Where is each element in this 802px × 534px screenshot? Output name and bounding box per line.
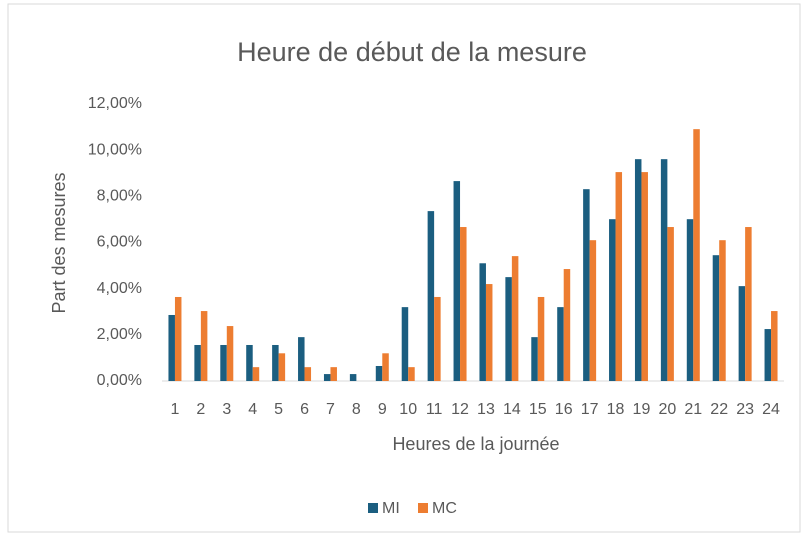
x-tick-label: 4 — [248, 401, 257, 418]
bar — [667, 227, 674, 381]
bar — [375, 365, 383, 381]
bar — [453, 181, 461, 381]
bar — [304, 367, 312, 381]
x-tick-label: 7 — [326, 401, 335, 418]
bar — [330, 367, 337, 381]
x-tick-label: 20 — [658, 401, 676, 418]
x-tick-label: 15 — [529, 401, 547, 418]
x-tick-label: 23 — [736, 401, 754, 418]
bar — [764, 329, 772, 381]
bar — [641, 172, 648, 381]
bar — [609, 219, 616, 381]
x-tick-label: 2 — [196, 401, 205, 418]
bar — [712, 255, 720, 381]
x-tick-label: 8 — [352, 401, 361, 418]
chart-title: Heure de début de la mesure — [237, 37, 587, 67]
legend-label: MC — [432, 500, 457, 517]
x-axis-title: Heures de la journée — [392, 434, 559, 454]
x-tick-label: 22 — [710, 401, 728, 418]
x-tick-label: 21 — [684, 401, 702, 418]
bar — [427, 211, 435, 381]
legend-swatch — [418, 503, 428, 513]
bar — [278, 353, 286, 381]
bar — [719, 240, 726, 381]
y-axis-title: Part des mesures — [49, 172, 69, 313]
bar — [589, 240, 597, 381]
bar — [168, 314, 175, 381]
bar — [298, 337, 305, 381]
bar — [583, 189, 590, 381]
bar — [479, 263, 486, 381]
bar — [537, 296, 545, 381]
bar — [511, 256, 519, 381]
y-tick-label: 8,00% — [97, 188, 142, 205]
bar — [485, 284, 493, 381]
bar — [194, 344, 201, 381]
bar — [686, 219, 694, 381]
y-tick-label: 12,00% — [88, 95, 142, 112]
x-tick-label: 24 — [762, 401, 780, 418]
x-tick-label: 10 — [399, 401, 417, 418]
y-tick-label: 0,00% — [97, 372, 142, 389]
bar — [200, 311, 208, 381]
bar — [738, 286, 746, 381]
bar — [615, 172, 623, 381]
bar — [634, 159, 642, 381]
x-tick-label: 18 — [607, 401, 625, 418]
bar — [408, 367, 415, 381]
x-tick-label: 1 — [171, 401, 180, 418]
bar — [401, 307, 409, 381]
x-tick-label: 11 — [426, 401, 443, 418]
bar — [323, 374, 331, 381]
bar — [174, 296, 182, 381]
bar — [226, 326, 234, 381]
bar — [505, 277, 512, 381]
y-tick-label: 10,00% — [88, 141, 142, 158]
x-tick-label: 19 — [633, 401, 651, 418]
x-tick-label: 17 — [581, 401, 599, 418]
bar — [563, 269, 571, 381]
bar — [771, 311, 778, 381]
bar — [246, 344, 253, 381]
bar — [349, 374, 357, 381]
bar — [382, 353, 389, 381]
x-tick-label: 16 — [555, 401, 573, 418]
x-tick-label: 13 — [477, 401, 495, 418]
x-tick-label: 6 — [300, 401, 309, 418]
x-tick-label: 14 — [503, 401, 521, 418]
x-tick-label: 12 — [451, 401, 469, 418]
bar — [693, 129, 700, 381]
x-tick-label: 3 — [222, 401, 231, 418]
bar — [252, 367, 260, 381]
legend-swatch — [368, 503, 378, 513]
bar — [745, 227, 752, 381]
bar — [220, 344, 227, 381]
bar — [557, 307, 564, 381]
y-tick-label: 4,00% — [97, 280, 142, 297]
bar — [460, 227, 467, 381]
y-tick-label: 6,00% — [97, 234, 142, 251]
x-tick-label: 5 — [274, 401, 283, 418]
bar — [434, 296, 441, 381]
x-tick-label: 9 — [378, 401, 387, 418]
bar — [531, 337, 538, 381]
bar — [660, 159, 668, 381]
bar — [272, 344, 279, 381]
y-tick-label: 2,00% — [97, 326, 142, 343]
legend-label: MI — [382, 500, 400, 517]
